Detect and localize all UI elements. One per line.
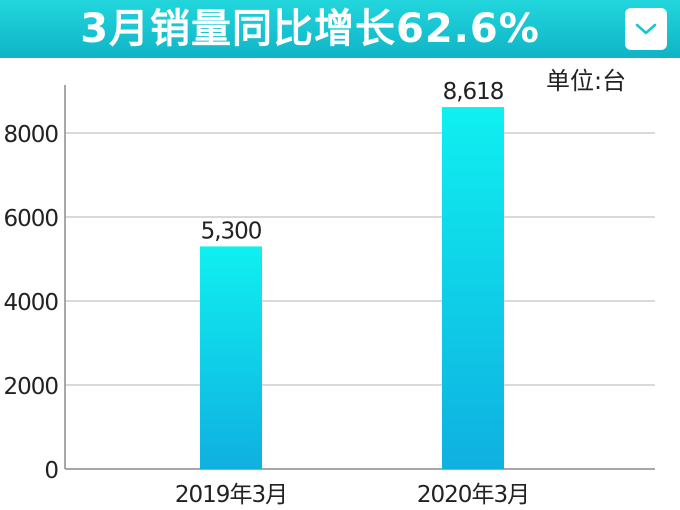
y-tick-label: 0 [44, 458, 58, 484]
data-label: 8,618 [443, 79, 504, 105]
x-tick-label: 2020年3月 [417, 482, 529, 508]
data-label: 5,300 [201, 218, 262, 244]
bar-chart: 0 2000 4000 6000 8000 5,300 2019年3月 8,618 2020年3… [3, 79, 655, 508]
chevron-down-icon [635, 23, 657, 35]
chart-title: 3月销量同比增长62.6% [80, 6, 540, 52]
x-tick-label: 2019年3月 [175, 482, 287, 508]
title-banner: 3月销量同比增长62.6% [0, 0, 680, 58]
y-tick-label: 4000 [3, 290, 58, 316]
y-tick-label: 2000 [3, 374, 58, 400]
dropdown-button[interactable] [625, 8, 667, 50]
y-tick-label: 6000 [3, 206, 58, 232]
unit-label: 单位:台 [546, 67, 627, 95]
bar-2 [442, 107, 504, 469]
y-tick-label: 8000 [3, 122, 58, 148]
bar-1 [200, 246, 262, 469]
